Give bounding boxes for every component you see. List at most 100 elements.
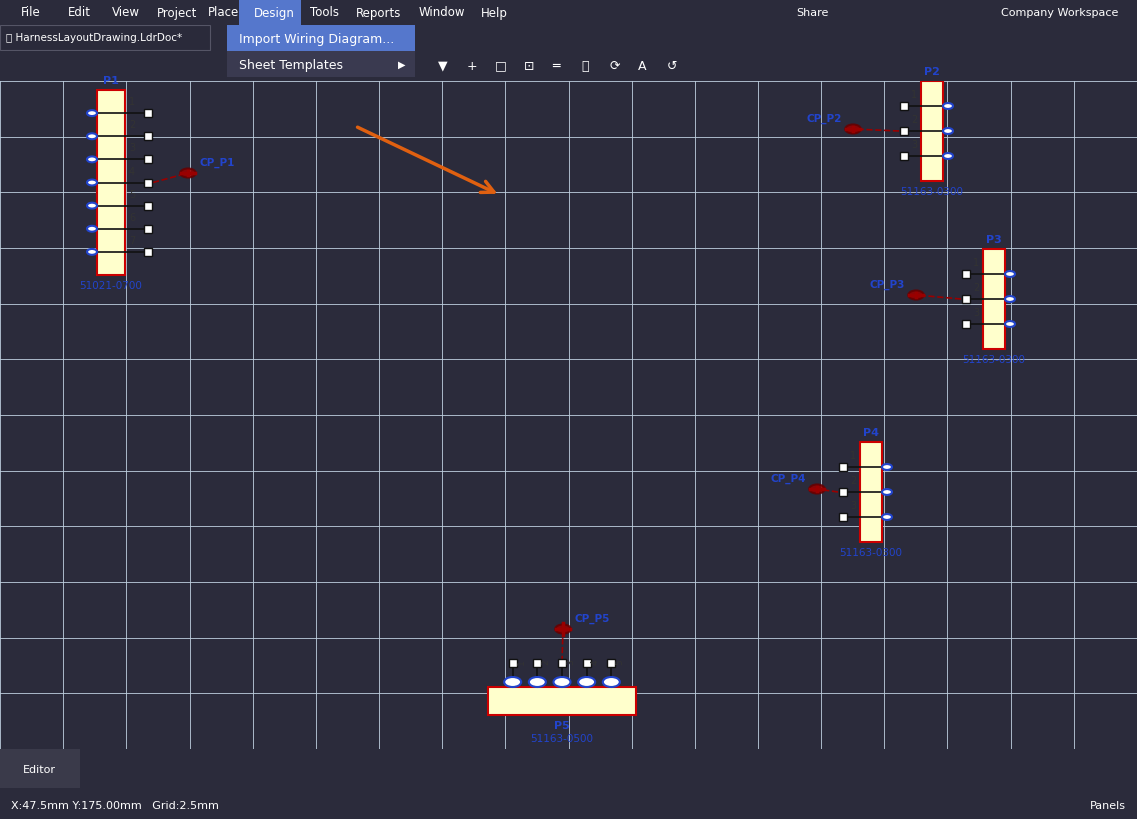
Text: 51163-0500: 51163-0500 xyxy=(531,733,594,743)
Text: ↺: ↺ xyxy=(666,60,678,72)
Text: Place: Place xyxy=(208,7,239,20)
Text: CP_P2: CP_P2 xyxy=(806,114,841,124)
Text: 51163-0300: 51163-0300 xyxy=(963,355,1026,364)
Text: Editor: Editor xyxy=(23,763,57,774)
Bar xyxy=(899,128,907,136)
Text: 1: 1 xyxy=(850,450,856,460)
Text: CP_P3: CP_P3 xyxy=(870,279,905,290)
Bar xyxy=(144,110,152,118)
Circle shape xyxy=(810,485,824,494)
Text: Import Wiring Diagram...: Import Wiring Diagram... xyxy=(239,33,395,45)
Text: ⊡: ⊡ xyxy=(524,60,534,72)
Bar xyxy=(0,749,80,788)
Circle shape xyxy=(882,490,893,495)
Text: ▶: ▶ xyxy=(398,60,406,70)
Bar xyxy=(508,659,516,667)
Bar xyxy=(899,103,907,111)
Bar xyxy=(962,270,970,278)
Circle shape xyxy=(181,170,196,179)
Text: 4: 4 xyxy=(590,658,599,664)
Circle shape xyxy=(88,203,97,210)
Bar xyxy=(962,296,970,304)
Text: 5: 5 xyxy=(128,189,135,199)
Bar xyxy=(860,442,882,542)
Bar xyxy=(899,153,907,161)
Circle shape xyxy=(943,154,953,160)
Bar xyxy=(97,91,125,276)
Text: ⟳: ⟳ xyxy=(609,60,620,72)
Bar xyxy=(144,133,152,141)
Circle shape xyxy=(943,129,953,135)
Text: A: A xyxy=(638,60,647,72)
Text: 1: 1 xyxy=(973,258,979,268)
Bar xyxy=(533,659,541,667)
Text: Help: Help xyxy=(481,7,508,20)
Circle shape xyxy=(908,291,923,300)
Bar xyxy=(144,179,152,188)
Bar xyxy=(488,687,636,715)
Bar xyxy=(144,156,152,164)
Text: 7: 7 xyxy=(128,236,135,246)
Text: 2: 2 xyxy=(128,120,135,130)
Circle shape xyxy=(1005,322,1015,328)
Text: 3: 3 xyxy=(911,140,918,150)
Circle shape xyxy=(88,111,97,117)
Text: View: View xyxy=(111,7,140,20)
Bar xyxy=(144,225,152,233)
Bar xyxy=(144,249,152,256)
Bar xyxy=(582,659,590,667)
Bar xyxy=(558,659,566,667)
Bar xyxy=(607,659,615,667)
Text: P3: P3 xyxy=(986,235,1002,245)
Circle shape xyxy=(88,180,97,186)
Bar xyxy=(839,514,847,522)
Text: 2: 2 xyxy=(541,658,550,664)
Text: 1: 1 xyxy=(128,97,135,107)
Bar xyxy=(227,26,415,52)
Circle shape xyxy=(88,134,97,140)
Text: P2: P2 xyxy=(924,67,940,77)
Text: P4: P4 xyxy=(863,428,879,437)
Bar xyxy=(962,320,970,328)
Text: ═: ═ xyxy=(553,60,559,72)
Circle shape xyxy=(88,157,97,163)
Circle shape xyxy=(88,227,97,233)
Text: ⌒: ⌒ xyxy=(581,60,589,72)
Text: CP_P1: CP_P1 xyxy=(199,157,234,168)
Text: Reports: Reports xyxy=(356,7,401,20)
Circle shape xyxy=(529,677,546,687)
Circle shape xyxy=(1005,296,1015,302)
Text: 6: 6 xyxy=(128,212,135,223)
Text: Panels: Panels xyxy=(1089,800,1126,810)
Text: 4: 4 xyxy=(128,166,135,176)
Text: 5: 5 xyxy=(615,658,624,664)
Bar xyxy=(0,26,210,51)
Text: Tools: Tools xyxy=(310,7,340,20)
Text: P1: P1 xyxy=(103,76,119,86)
Text: Edit: Edit xyxy=(68,7,91,20)
Bar xyxy=(984,250,1005,350)
Text: Window: Window xyxy=(418,7,465,20)
Text: 51163-0300: 51163-0300 xyxy=(901,187,963,197)
Circle shape xyxy=(504,677,521,687)
Text: +: + xyxy=(466,60,478,72)
Text: 3: 3 xyxy=(850,500,856,510)
Text: 1: 1 xyxy=(911,90,918,100)
Text: Project: Project xyxy=(157,7,198,20)
Text: 1: 1 xyxy=(516,658,525,664)
Circle shape xyxy=(1005,272,1015,278)
Text: P5: P5 xyxy=(554,720,570,730)
Text: 2: 2 xyxy=(850,475,856,486)
Circle shape xyxy=(603,677,620,687)
Text: 2: 2 xyxy=(973,283,979,292)
Text: 51021-0700: 51021-0700 xyxy=(80,281,142,291)
Text: 2: 2 xyxy=(911,115,918,124)
Bar xyxy=(839,488,847,496)
Circle shape xyxy=(88,250,97,256)
Text: Sheet Templates: Sheet Templates xyxy=(239,58,342,71)
Text: 3: 3 xyxy=(128,143,135,153)
Text: Share: Share xyxy=(796,8,828,18)
Text: 3: 3 xyxy=(973,308,979,318)
Circle shape xyxy=(554,677,571,687)
Text: 3: 3 xyxy=(566,658,575,664)
